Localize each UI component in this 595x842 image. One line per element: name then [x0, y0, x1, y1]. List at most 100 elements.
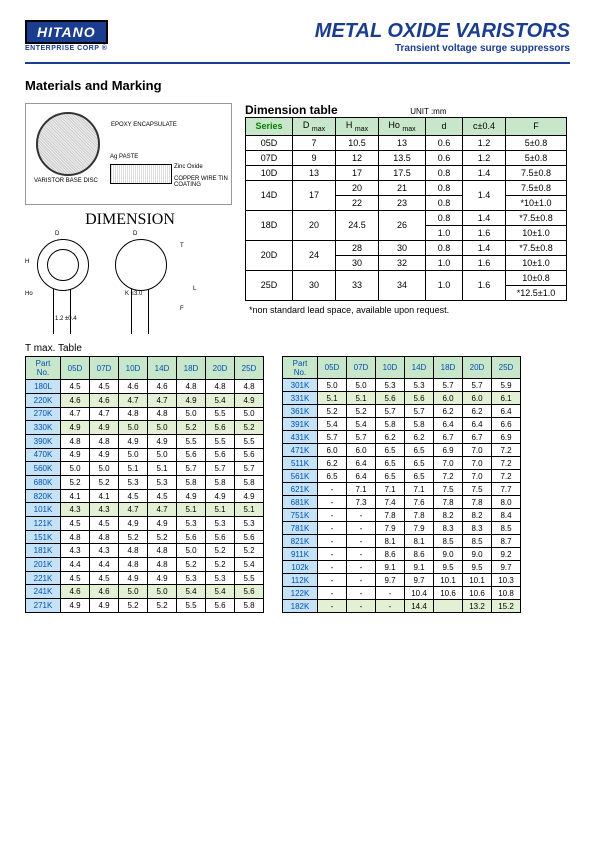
dim-label-f: F — [180, 306, 184, 312]
tmax-cell: 5.6 — [206, 448, 235, 462]
tmax-cell: 7.0 — [463, 457, 492, 470]
tmax-cell: 4.6 — [148, 380, 177, 394]
part-no-cell: 781K — [283, 522, 318, 535]
tmax-cell: 6.2 — [434, 405, 463, 418]
dimension-table: SeriesD maxH maxHo maxdc±0.4F05D710.5130… — [245, 117, 567, 301]
part-no-cell: 470K — [26, 448, 61, 462]
tmax-cell: 10.4 — [405, 587, 434, 600]
tmax-header: 20D — [463, 357, 492, 379]
tmax-cell: 9.1 — [376, 561, 405, 574]
tmax-cell: 5.1 — [119, 462, 148, 476]
tmax-cell: 7.0 — [463, 444, 492, 457]
tmax-cell: 5.0 — [148, 585, 177, 599]
tmax-cell: 4.6 — [61, 393, 90, 407]
tmax-cell: 5.1 — [235, 503, 264, 517]
tmax-cell: 9.1 — [405, 561, 434, 574]
unit-label: UNIT :mm — [410, 107, 446, 116]
tmax-cell: 6.4 — [347, 457, 376, 470]
tmax-cell: 4.9 — [148, 571, 177, 585]
tmax-cell: 5.0 — [177, 544, 206, 558]
tmax-cell: 7.0 — [463, 470, 492, 483]
tmax-cell: 7.2 — [492, 457, 521, 470]
tmax-cell: 4.9 — [235, 393, 264, 407]
dim-label-t: T — [180, 243, 184, 249]
tmax-cell: 7.7 — [492, 483, 521, 496]
label-encapsulate: EPOXY ENCAPSULATE — [111, 122, 177, 128]
tmax-cell: 5.3 — [235, 517, 264, 531]
tmax-cell: 6.1 — [492, 392, 521, 405]
part-no-cell: 181K — [26, 544, 61, 558]
tmax-cell: 6.4 — [434, 418, 463, 431]
tmax-cell: 5.4 — [177, 585, 206, 599]
tmax-cell: - — [318, 561, 347, 574]
tmax-cell: 10.1 — [434, 574, 463, 587]
tmax-cell: 5.3 — [119, 475, 148, 489]
tmax-cell: 4.9 — [119, 517, 148, 531]
tmax-cell: 9.2 — [492, 548, 521, 561]
label-base-disc: VARISTOR BASE DISC — [34, 178, 98, 184]
dim-header: H max — [336, 118, 379, 136]
tmax-cell: 5.8 — [235, 599, 264, 613]
tmax-cell: 10.8 — [492, 587, 521, 600]
tmax-cell: - — [347, 587, 376, 600]
tmax-cell: - — [376, 600, 405, 613]
tmax-cell: 4.9 — [148, 517, 177, 531]
tmax-cell: 5.1 — [206, 503, 235, 517]
tmax-cell: 4.5 — [61, 571, 90, 585]
label-copper: COPPER WIRE TIN COATING — [174, 176, 231, 188]
tmax-header: 18D — [177, 357, 206, 380]
tmax-cell: 4.9 — [177, 393, 206, 407]
tmax-header: 05D — [61, 357, 90, 380]
tmax-cell: 4.8 — [61, 530, 90, 544]
tmax-cell: 4.6 — [90, 585, 119, 599]
part-no-cell: 681K — [283, 496, 318, 509]
part-no-cell: 182K — [283, 600, 318, 613]
tmax-cell: 5.2 — [90, 475, 119, 489]
tmax-cell: 4.7 — [148, 393, 177, 407]
tmax-cell: 5.2 — [119, 599, 148, 613]
part-no-cell: 560K — [26, 462, 61, 476]
tmax-cell: 4.8 — [148, 544, 177, 558]
tmax-cell: 5.6 — [206, 421, 235, 435]
tmax-cell: 4.3 — [61, 503, 90, 517]
tmax-cell: - — [318, 535, 347, 548]
tmax-cell: 6.9 — [434, 444, 463, 457]
tmax-cell: 5.3 — [177, 571, 206, 585]
dimension-heading: DIMENSION — [25, 211, 235, 229]
tmax-cell: 5.0 — [119, 585, 148, 599]
tmax-cell: 5.8 — [376, 418, 405, 431]
tmax-cell: 5.4 — [206, 585, 235, 599]
tmax-cell: 4.7 — [119, 393, 148, 407]
tmax-cell: 7.8 — [405, 509, 434, 522]
tmax-cell: 4.8 — [90, 530, 119, 544]
tmax-header: 25D — [235, 357, 264, 380]
tmax-cell: 6.4 — [347, 470, 376, 483]
tmax-cell: 5.2 — [206, 544, 235, 558]
tmax-cell: 7.8 — [376, 509, 405, 522]
tmax-cell: 4.4 — [90, 558, 119, 572]
tmax-cell: 5.4 — [235, 558, 264, 572]
tmax-cell: 5.0 — [119, 448, 148, 462]
tmax-cell: 9.0 — [434, 548, 463, 561]
tmax-cell: 4.3 — [90, 503, 119, 517]
tmax-cell: 7.2 — [492, 470, 521, 483]
tmax-cell: 5.5 — [177, 434, 206, 448]
part-no-cell: 331K — [283, 392, 318, 405]
tmax-cell: 7.6 — [405, 496, 434, 509]
part-no-cell: 621K — [283, 483, 318, 496]
upper-section: EPOXY ENCAPSULATE VARISTOR BASE DISC Ag … — [25, 103, 570, 341]
tmax-cell: 5.3 — [405, 379, 434, 392]
tmax-cell: 8.1 — [376, 535, 405, 548]
tmax-cell: 6.4 — [492, 405, 521, 418]
part-no-cell: 270K — [26, 407, 61, 421]
tmax-cell: 4.7 — [61, 407, 90, 421]
tmax-tables: PartNo.05D07D10D14D18D20D25D180L4.54.54.… — [25, 356, 570, 613]
tmax-cell: - — [318, 600, 347, 613]
tmax-cell: 5.4 — [318, 418, 347, 431]
tmax-cell: 5.6 — [235, 448, 264, 462]
part-no-cell: 122K — [283, 587, 318, 600]
tmax-cell: 8.2 — [434, 509, 463, 522]
tmax-cell: 6.0 — [434, 392, 463, 405]
part-no-cell: 221K — [26, 571, 61, 585]
tmax-cell: 9.7 — [405, 574, 434, 587]
